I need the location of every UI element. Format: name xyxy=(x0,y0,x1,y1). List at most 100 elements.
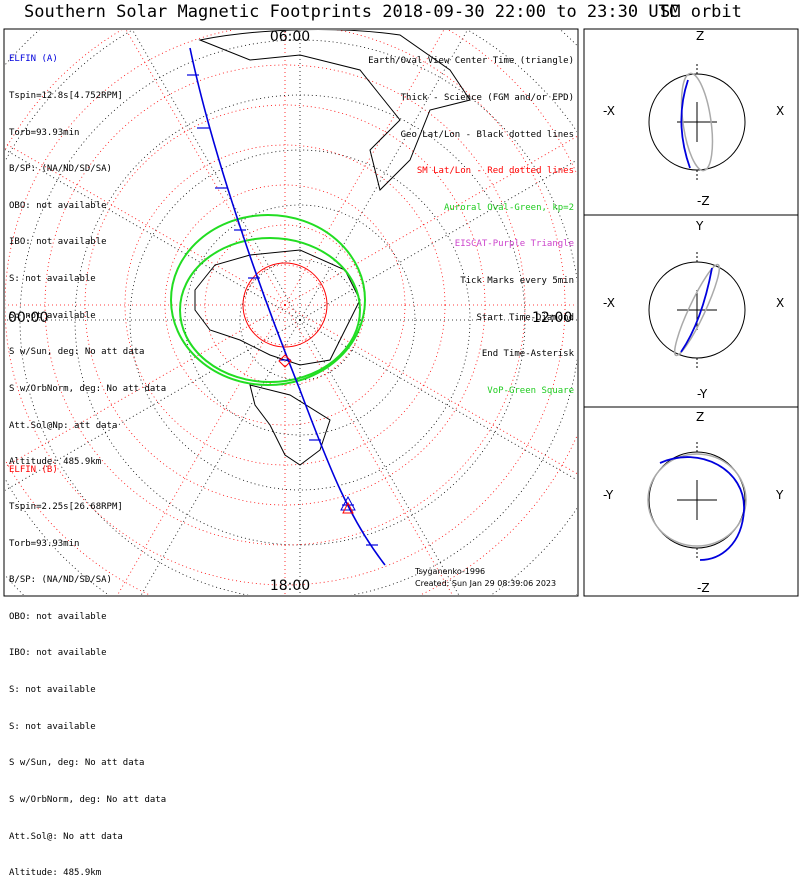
elfin-a-line: IBO: not available xyxy=(9,237,107,248)
svg-text:-Z: -Z xyxy=(697,194,710,208)
elfin-b-line: S: not available xyxy=(9,685,96,696)
label-top: 06:00 xyxy=(270,29,310,45)
elfin-b-info: ELFIN (B) Tspin=2.25s[26.68RPM] Torb=93.… xyxy=(9,440,166,892)
elfin-a-line: S w/Sun, deg: No att data xyxy=(9,347,145,358)
geo-lon-line xyxy=(299,319,460,595)
elfin-b-line: B/SP: (NA/ND/SD/SA) xyxy=(9,575,112,586)
elfin-b-line: Altitude: 485.9km xyxy=(9,868,102,879)
legend-item: Start Time-Diamond xyxy=(476,312,574,323)
legend-item: Tick Marks every 5min xyxy=(460,276,574,287)
coastline-south-america xyxy=(249,384,331,466)
orbit-1-trace-segment xyxy=(680,79,691,169)
legend-item: VoP-Green Square xyxy=(487,385,574,396)
sm-lon-line xyxy=(125,30,286,306)
auroral-oval-inner xyxy=(179,237,361,383)
elfin-b-line: S w/OrbNorm, deg: No att data xyxy=(9,794,167,805)
map-frame xyxy=(3,28,579,597)
page-title: Southern Solar Magnetic Footprints 2018-… xyxy=(24,2,680,22)
footprint-map: 06:00 18:00 00:00 12:00 Tsyganenko-1996 … xyxy=(3,28,799,597)
elfin-a-line: S w/OrbNorm, deg: No att data xyxy=(9,383,167,394)
orbit-2-trace-segment xyxy=(680,267,713,353)
geo-lat-circle xyxy=(129,149,471,491)
sm-lon-line xyxy=(284,304,453,595)
orbit-panel-2-frame xyxy=(583,214,799,408)
orbit-panel-2 xyxy=(648,252,746,368)
auroral-oval-outer xyxy=(170,214,366,386)
sm-lon-line xyxy=(5,142,286,306)
orbit-panel-1-labels: Z -Z -X X xyxy=(603,29,784,208)
orbit-2-trace-full xyxy=(673,263,721,357)
elfin-a-line: Torb=93.93min xyxy=(9,127,80,138)
model-label: Tsyganenko-1996 xyxy=(414,567,485,576)
geo-lon-line xyxy=(132,30,301,321)
elfin-a-line: Att.Sol@Np: att data xyxy=(9,420,118,431)
elfin-b-view-triangle xyxy=(342,501,354,514)
orbit-panel-1 xyxy=(648,64,746,180)
elfin-b-line: S w/Sun, deg: No att data xyxy=(9,758,145,769)
svg-text:X: X xyxy=(776,296,784,310)
geo-lon-line xyxy=(5,149,301,321)
svg-text:Y: Y xyxy=(775,488,784,502)
elfin-a-line: Altitude: 485.9km xyxy=(9,457,102,468)
start-diamond xyxy=(278,354,292,368)
elfin-b-line: IBO: not available xyxy=(9,648,107,659)
orbit-title: SM orbit xyxy=(660,2,742,22)
elfin-a-name: ELFIN (A) xyxy=(9,54,58,65)
elfin-a-track xyxy=(189,47,386,566)
svg-text:-Y: -Y xyxy=(697,387,708,401)
legend-item: Geo Lat/Lon - Black dotted lines xyxy=(400,129,574,140)
legend-item: EISCAT-Purple Triangle xyxy=(454,239,574,250)
elfin-a-line: B/SP: (NA/ND/SD/SA) xyxy=(9,164,112,175)
elfin-a-line: S: not available xyxy=(9,274,96,285)
legend-item: Auroral Oval-Green, kp=2 xyxy=(443,202,574,213)
geo-lat-circle xyxy=(184,204,416,436)
elfin-a-line: OBO: not available xyxy=(9,200,107,211)
elfin-b-line: S: not available xyxy=(9,721,96,732)
orbit-panel-3-labels: Z -Z -Y Y xyxy=(603,410,784,595)
svg-text:-Z: -Z xyxy=(697,581,710,595)
elfin-a-line: Tspin=12.8s[4.752RPM] xyxy=(9,91,123,102)
sm-lon-line xyxy=(284,30,445,306)
elfin-b-name: ELFIN (B) xyxy=(9,465,58,476)
elfin-b-line: Torb=93.93min xyxy=(9,538,80,549)
coastline-north xyxy=(198,30,471,191)
label-left: 00:00 xyxy=(8,310,48,326)
label-bottom: 18:00 xyxy=(270,578,310,594)
label-right: 12:00 xyxy=(532,310,572,326)
geo-lon-line xyxy=(140,319,301,595)
orbit-panel-2-labels: Y -Y -X X xyxy=(603,219,784,401)
orbit-panel-3-frame xyxy=(583,406,799,597)
legend: Earth/Oval View Center Time (triangle) T… xyxy=(368,31,574,409)
coastline-antarctica xyxy=(194,249,361,366)
sm-lon-line xyxy=(5,304,286,468)
geo-lon-line xyxy=(299,159,577,321)
orbit-panel-3 xyxy=(648,442,746,558)
created-label: Created: Sun Jan 29 08:39:06 2023 xyxy=(415,579,556,588)
orbit-3-trace-full xyxy=(647,453,747,547)
elfin-b-line: OBO: not available xyxy=(9,611,107,622)
legend-item: End Time-Asterisk xyxy=(481,349,574,360)
legend-item: Earth/Oval View Center Time (triangle) xyxy=(368,56,574,67)
geo-lon-line xyxy=(299,319,577,481)
elfin-a-line: S: not available xyxy=(9,310,96,321)
svg-text:X: X xyxy=(776,104,784,118)
sm-lon-line xyxy=(284,135,577,306)
sm-pole-circle xyxy=(242,262,328,348)
map-clip-group xyxy=(5,30,577,595)
elfin-a-info: ELFIN (A) Tspin=12.8s[4.752RPM] Torb=93.… xyxy=(9,29,166,481)
legend-item: SM Lat/Lon - Red dotted lines xyxy=(416,166,574,177)
orbit-layer xyxy=(647,64,747,561)
orbit-3-trace-segment xyxy=(659,456,745,561)
svg-text:-X: -X xyxy=(603,104,615,118)
svg-text:-X: -X xyxy=(603,296,615,310)
elfin-a-view-triangle xyxy=(340,495,356,511)
sm-lon-line xyxy=(117,304,286,595)
svg-text:Y: Y xyxy=(695,219,704,233)
orbit-1-trace-full xyxy=(680,72,714,172)
elfin-b-line: Tspin=2.25s[26.68RPM] xyxy=(9,502,123,513)
svg-text:-Y: -Y xyxy=(603,488,614,502)
svg-text:Z: Z xyxy=(696,29,704,43)
map-layer xyxy=(5,30,577,595)
geo-lon-line xyxy=(299,30,468,321)
legend-item: Thick - Science (FGM and/or EPD) xyxy=(400,93,574,104)
